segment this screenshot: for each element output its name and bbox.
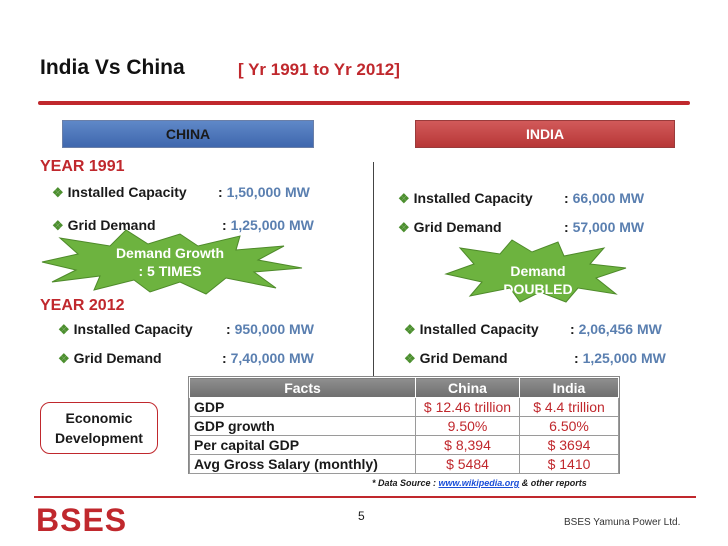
table-cell: $ 5484 — [415, 454, 520, 474]
china-burst-text: Demand Growth : 5 TIMES — [115, 245, 225, 279]
table-cell: $ 3694 — [519, 435, 619, 455]
title-divider — [38, 101, 690, 105]
table-row: Per capital GDP $ 8,394 $ 3694 — [189, 435, 619, 455]
data-source-note: * Data Source : www.wikipedia.org & othe… — [372, 478, 587, 488]
slide-subtitle: [ Yr 1991 to Yr 2012] — [238, 60, 400, 79]
diamond-bullet-icon: ❖ — [404, 322, 416, 337]
diamond-bullet-icon: ❖ — [58, 322, 70, 337]
table-row: GDP $ 12.46 trillion $ 4.4 trillion — [189, 397, 619, 417]
table-cell: $ 4.4 trillion — [519, 397, 619, 417]
india-2012-installed-value: : 2,06,456 MW — [570, 321, 662, 337]
bses-logo-text: BSES — [36, 503, 127, 537]
india-burst-text: Demand DOUBLED — [503, 263, 573, 297]
india-2012-installed-label: ❖ Installed Capacity — [404, 321, 539, 337]
india-2012-grid-value: : 1,25,000 MW — [574, 350, 666, 366]
wikipedia-link[interactable]: www.wikipedia.org — [438, 478, 520, 488]
year-1991-label: YEAR 1991 — [40, 158, 125, 175]
china-header-label: CHINA — [165, 126, 211, 142]
india-1991-installed-label: ❖ Installed Capacity — [398, 190, 533, 206]
facts-header-india: India — [519, 377, 619, 398]
table-cell: GDP growth — [189, 416, 416, 436]
company-name: BSES Yamuna Power Ltd. — [564, 517, 681, 528]
china-1991-installed-value: : 1,50,000 MW — [218, 184, 310, 200]
facts-header-facts: Facts — [189, 377, 416, 398]
table-cell: $ 1410 — [519, 454, 619, 474]
india-1991-grid-value: : 57,000 MW — [564, 219, 645, 235]
facts-header-china: China — [415, 377, 520, 398]
china-2012-installed-value: : 950,000 MW — [226, 321, 314, 337]
diamond-bullet-icon: ❖ — [398, 220, 410, 235]
table-row: Avg Gross Salary (monthly) $ 5484 $ 1410 — [189, 454, 619, 474]
india-1991-installed-value: : 66,000 MW — [564, 190, 645, 206]
india-1991-grid-label: ❖ Grid Demand — [398, 219, 502, 235]
india-header-label: INDIA — [525, 126, 565, 142]
year-2012-label: YEAR 2012 — [40, 297, 125, 314]
china-2012-installed-label: ❖ Installed Capacity — [58, 321, 193, 337]
footer-divider — [34, 496, 696, 498]
china-2012-grid-label: ❖ Grid Demand — [58, 350, 162, 366]
china-demand-starburst — [41, 229, 303, 295]
economic-development-box: Economic Development — [40, 402, 158, 454]
table-row: GDP growth 9.50% 6.50% — [189, 416, 619, 436]
column-divider — [373, 162, 374, 382]
china-1991-grid-label: ❖ Grid Demand — [52, 217, 156, 233]
china-1991-installed-label: ❖ Installed Capacity — [52, 184, 187, 200]
table-cell: Per capital GDP — [189, 435, 416, 455]
table-cell: Avg Gross Salary (monthly) — [189, 454, 416, 474]
diamond-bullet-icon: ❖ — [52, 185, 64, 200]
india-header-bar: INDIA — [415, 120, 675, 148]
table-cell: $ 8,394 — [415, 435, 520, 455]
bses-logo: BSES — [36, 503, 127, 537]
diamond-bullet-icon: ❖ — [52, 218, 64, 233]
econ-line-2: Development — [55, 430, 143, 446]
econ-line-1: Economic — [65, 410, 133, 426]
diamond-bullet-icon: ❖ — [404, 351, 416, 366]
diamond-bullet-icon: ❖ — [58, 351, 70, 366]
table-cell: GDP — [189, 397, 416, 417]
china-header-bar: CHINA — [62, 120, 314, 148]
table-cell: 9.50% — [415, 416, 520, 436]
india-2012-grid-label: ❖ Grid Demand — [404, 350, 508, 366]
china-2012-grid-value: : 7,40,000 MW — [222, 350, 314, 366]
facts-table: Facts China India GDP $ 12.46 trillion $… — [188, 376, 620, 474]
table-cell: 6.50% — [519, 416, 619, 436]
facts-header-row: Facts China India — [189, 377, 619, 398]
page-number: 5 — [358, 509, 365, 523]
table-cell: $ 12.46 trillion — [415, 397, 520, 417]
china-1991-grid-value: : 1,25,000 MW — [222, 217, 314, 233]
slide-title: India Vs China — [40, 56, 185, 79]
diamond-bullet-icon: ❖ — [398, 191, 410, 206]
india-demand-starburst — [444, 239, 627, 303]
